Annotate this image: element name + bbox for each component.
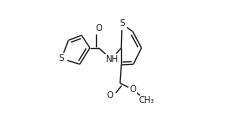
Text: O: O	[95, 24, 102, 33]
Text: S: S	[119, 19, 125, 28]
Text: CH₃: CH₃	[139, 96, 155, 105]
Text: NH: NH	[105, 55, 118, 64]
Text: O: O	[107, 91, 113, 100]
Text: O: O	[129, 85, 136, 94]
Text: S: S	[59, 54, 64, 63]
